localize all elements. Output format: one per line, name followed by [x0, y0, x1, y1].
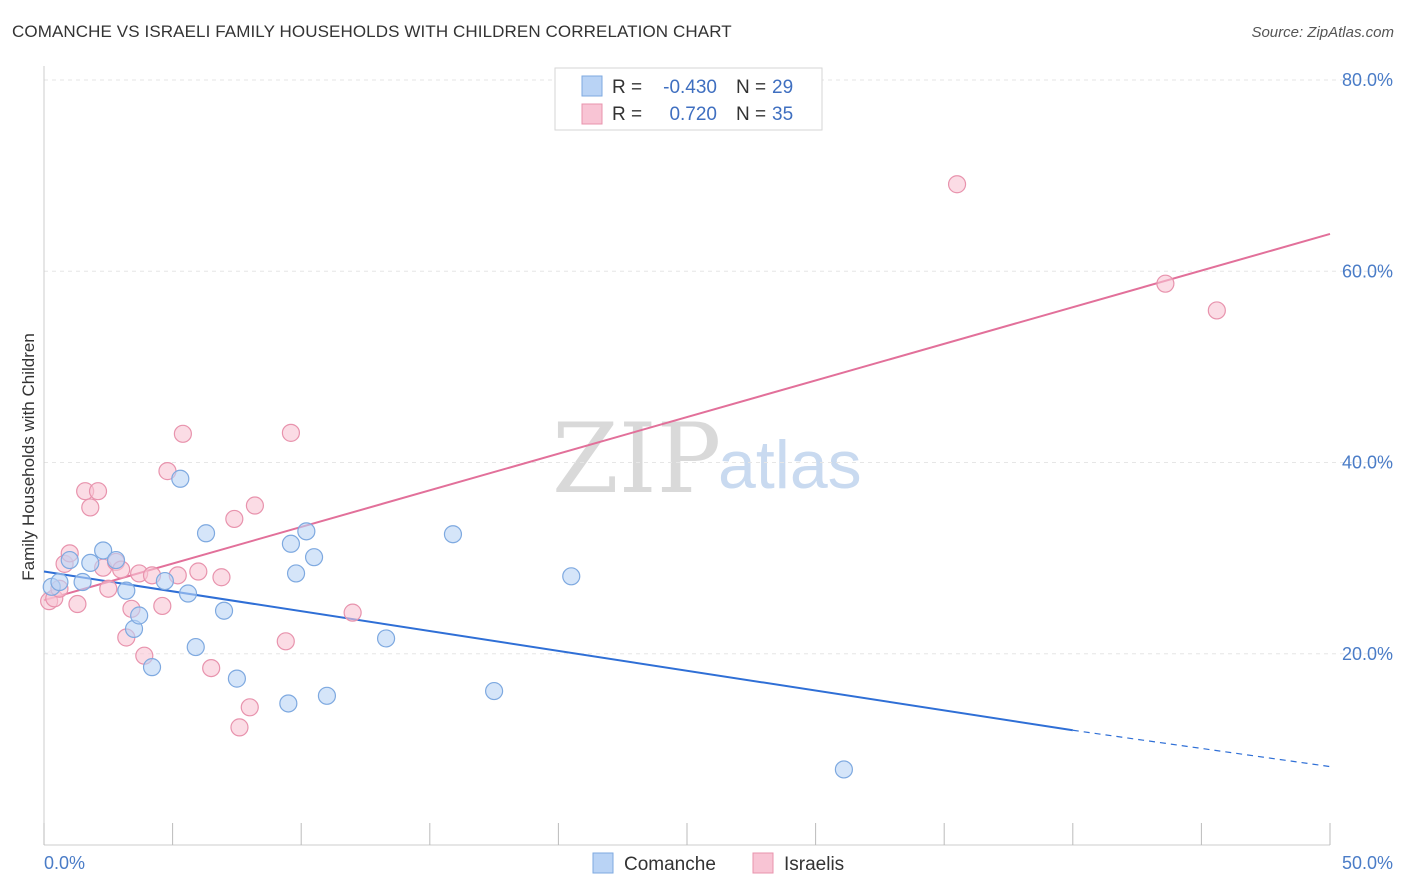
point-israelis: [240, 698, 259, 717]
chart-source: Source: ZipAtlas.com: [1251, 24, 1394, 41]
grid-lines: [44, 79, 1392, 655]
point-israelis: [343, 603, 362, 622]
bottom-legend-swatch-comanche: [592, 852, 614, 874]
data-points: [40, 175, 1226, 779]
point-israelis: [173, 424, 192, 443]
point-comanche: [186, 637, 205, 657]
point-israelis: [189, 562, 208, 581]
point-comanche: [94, 541, 113, 560]
point-comanche: [562, 567, 581, 586]
y-tick-label: 40.0%: [1342, 453, 1393, 473]
x-tick-label-min: 0.0%: [44, 853, 85, 873]
legend-n-value-comanche: 29: [772, 77, 793, 98]
legend-r-value-israelis: 0.720: [669, 104, 717, 125]
y-tick-label: 20.0%: [1342, 644, 1393, 664]
trend-line-comanche-extension: [1072, 729, 1331, 768]
legend: R = -0.430 N = 29 R = 0.720 N = 35: [554, 67, 823, 131]
point-comanche: [73, 572, 92, 592]
point-comanche: [106, 550, 126, 570]
point-comanche: [117, 581, 136, 600]
point-comanche: [196, 524, 216, 543]
point-israelis: [230, 718, 249, 737]
point-comanche: [281, 534, 301, 553]
point-comanche: [834, 760, 853, 779]
x-tick-label-max: 50.0%: [1342, 853, 1393, 873]
point-comanche: [50, 572, 69, 592]
point-israelis: [212, 568, 231, 587]
legend-n-label-comanche: N =: [736, 77, 766, 98]
point-israelis: [1156, 274, 1175, 293]
y-axis-label: Family Households with Children: [19, 333, 38, 581]
bottom-legend-label-israelis: Israelis: [784, 854, 844, 875]
point-comanche: [485, 681, 504, 701]
trend-line-comanche: [43, 570, 1073, 732]
point-comanche: [304, 548, 324, 567]
point-israelis: [245, 496, 265, 515]
y-tick-label: 80.0%: [1342, 70, 1393, 90]
point-comanche: [130, 606, 149, 625]
point-comanche: [142, 658, 162, 677]
watermark-atlas: atlas: [718, 427, 862, 503]
point-israelis: [81, 498, 100, 517]
bottom-legend-swatch-israelis: [752, 852, 774, 874]
watermark-zip: ZIP: [552, 403, 721, 515]
point-comanche: [376, 629, 396, 648]
point-comanche: [297, 522, 316, 541]
trend-lines: [43, 232, 1331, 768]
bottom-legend-label-comanche: Comanche: [624, 854, 716, 875]
legend-r-label-comanche: R =: [612, 77, 642, 98]
point-israelis: [68, 594, 87, 614]
point-comanche: [443, 525, 463, 544]
legend-n-label-israelis: N =: [736, 104, 766, 125]
point-israelis: [1207, 301, 1226, 320]
point-comanche: [60, 550, 79, 570]
point-comanche: [171, 469, 190, 488]
point-comanche: [286, 564, 306, 583]
point-israelis: [153, 596, 172, 616]
point-comanche: [279, 694, 298, 713]
point-israelis: [947, 175, 967, 194]
bottom-legend: Comanche Israelis: [592, 852, 844, 875]
point-israelis: [281, 423, 301, 442]
y-tick-labels: 20.0% 40.0% 60.0% 80.0%: [1342, 70, 1393, 664]
point-comanche: [155, 571, 174, 591]
point-comanche: [214, 601, 234, 620]
legend-r-value-comanche: -0.430: [663, 77, 717, 98]
point-israelis: [202, 658, 221, 678]
legend-swatch-israelis: [581, 103, 603, 125]
point-comanche: [81, 553, 100, 573]
point-israelis: [88, 482, 108, 501]
legend-n-value-israelis: 35: [772, 104, 793, 125]
point-israelis: [99, 579, 118, 598]
trend-line-israelis: [43, 232, 1331, 602]
point-israelis: [276, 632, 295, 651]
point-comanche: [317, 686, 337, 705]
point-israelis: [225, 509, 244, 529]
axes: [43, 66, 1331, 846]
chart-title: COMANCHE VS ISRAELI FAMILY HOUSEHOLDS WI…: [12, 22, 732, 41]
legend-r-label-israelis: R =: [612, 104, 642, 125]
point-comanche: [227, 669, 246, 688]
point-comanche: [178, 584, 198, 603]
legend-swatch-comanche: [581, 75, 603, 97]
y-tick-label: 60.0%: [1342, 261, 1393, 281]
